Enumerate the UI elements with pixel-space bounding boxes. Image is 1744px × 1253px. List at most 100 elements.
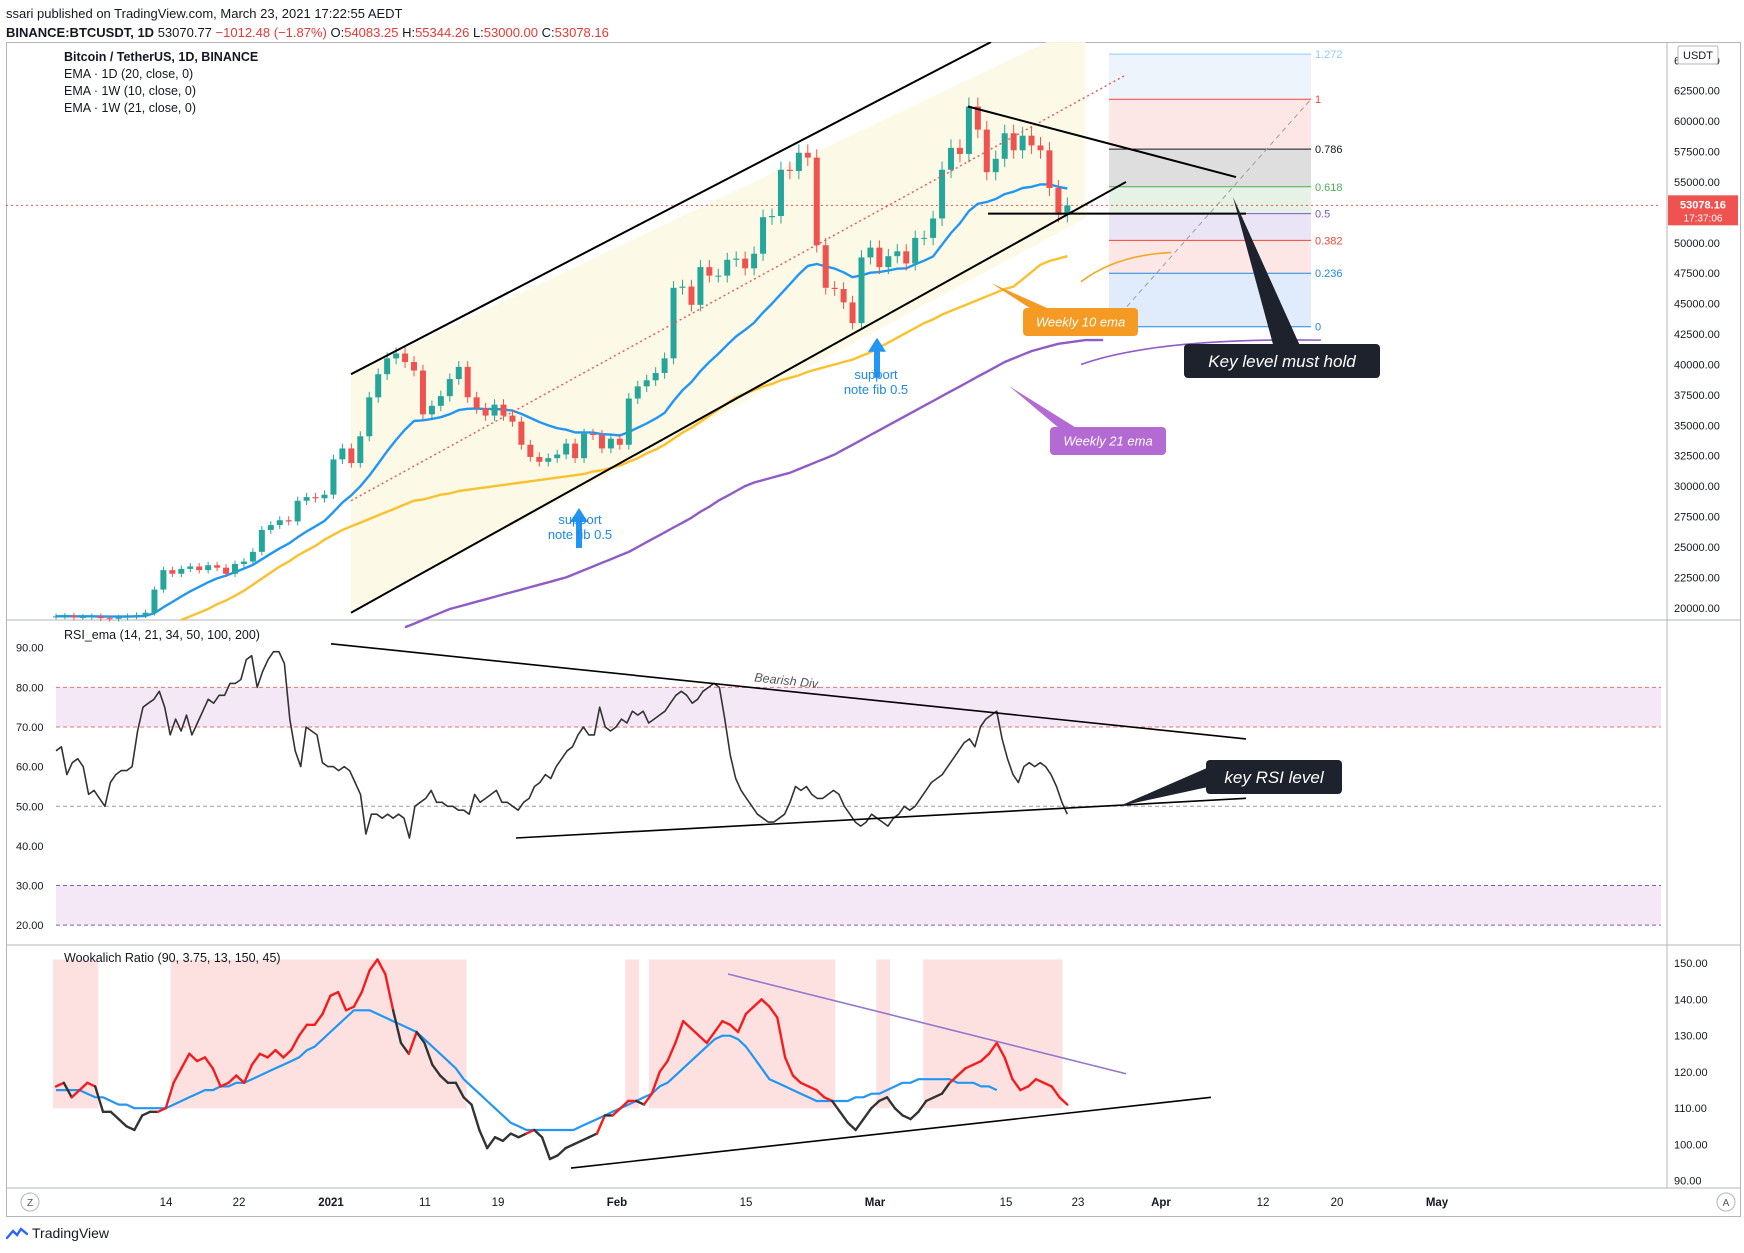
auto-scale-button-label: A: [1723, 1198, 1730, 1209]
time-tick-label: Apr: [1151, 1197, 1171, 1209]
rsi-tick-label: 60.00: [16, 762, 44, 774]
symbol[interactable]: BINANCE:BTCUSDT, 1D: [6, 25, 155, 40]
candle-body: [948, 147, 954, 170]
candle-body: [169, 570, 176, 574]
wook-ratio-segment: [431, 1063, 442, 1077]
key-rsi-callout-box: [1206, 760, 1342, 794]
time-tick-label: 14: [160, 1197, 173, 1209]
wook-ratio-segment: [548, 1154, 559, 1161]
open-value: 54083.25: [344, 25, 399, 40]
wook-ratio-segment: [564, 1143, 575, 1150]
weekly-10-callout-text: Weekly 10 ema: [1036, 315, 1125, 330]
wookalich-pane[interactable]: 90.00 100.00 110.00 120.00 130.00 140.00 150.0…: [53, 958, 1708, 1188]
wook-ratio-segment: [219, 1081, 230, 1088]
wook-ratio-segment: [258, 1052, 269, 1059]
wook-ratio-segment: [744, 1005, 755, 1016]
wook-pane-title: Wookalich Ratio (90, 3.75, 13, 150, 45): [64, 951, 281, 965]
fib-trend-line: [1108, 98, 1312, 328]
rsi-oversold-band: [56, 885, 1661, 926]
candle-body: [858, 257, 865, 324]
price-tick-label: 47500.00: [1674, 268, 1720, 280]
c-label: C:: [541, 25, 555, 40]
candle-body: [706, 267, 713, 276]
wook-ratio-segment: [1011, 1077, 1022, 1092]
fib-band: [1109, 186, 1311, 214]
wook-tick-label: 130.00: [1674, 1031, 1708, 1043]
wook-ratio-segment: [540, 1136, 552, 1161]
candle-body: [509, 415, 516, 422]
wook-ratio-segment: [964, 1063, 975, 1070]
wook-resistance-line: [727, 973, 1127, 1075]
fib-level-label: 0: [1315, 322, 1321, 334]
currency-badge[interactable]: [1677, 45, 1719, 65]
time-axis[interactable]: 14 22 2021 11 19 Feb 15 Mar 15 23 Apr 12 20 May Z A: [20, 1192, 1736, 1212]
candle-body: [939, 169, 946, 219]
wook-ratio-segment: [211, 1067, 222, 1088]
candle-body: [921, 237, 928, 239]
candle-body: [885, 256, 892, 268]
wook-ratio-segment: [141, 1110, 152, 1117]
candle-body: [348, 448, 355, 464]
candle-body: [500, 404, 507, 416]
candle-body: [124, 616, 131, 618]
candle-body: [393, 353, 400, 359]
chart-area[interactable]: 1.272 1 0.786 0.618 0.5 0.382 0.236 0 20000.00 22…: [6, 42, 1741, 1217]
wook-ratio-segment: [117, 1117, 128, 1128]
candle-body: [70, 615, 77, 618]
candle-body: [339, 448, 346, 460]
support-arrow-1-icon: [570, 508, 588, 549]
candle-body: [751, 253, 758, 269]
chart-svg[interactable]: 1.272 1 0.786 0.618 0.5 0.382 0.236 0 20000.00 22…: [6, 42, 1741, 1217]
key-rsi-callout-pointer: [1119, 764, 1231, 807]
candle-body: [303, 497, 310, 501]
wook-ratio-segment: [987, 1041, 998, 1056]
wook-ratio-segment: [932, 1092, 944, 1099]
wook-ratio-segment: [917, 1099, 928, 1114]
fib-level-label: 0.236: [1315, 268, 1343, 280]
wook-ratio-segment: [846, 1121, 857, 1132]
wook-ratio-segment: [807, 1085, 818, 1092]
candle-body: [160, 570, 167, 590]
candle-body: [1037, 145, 1044, 151]
fib-level-label: 0.5: [1315, 209, 1330, 221]
candle-body: [992, 158, 999, 173]
wook-ratio-segment: [360, 969, 371, 994]
wook-ratio-segment: [235, 1074, 246, 1085]
rsi-pane[interactable]: 20.00 30.00 40.00 50.00 60.00 70.00 80.00 90.00: [16, 643, 1661, 932]
key-level-callout-pointer: [1233, 197, 1301, 348]
wook-ratio-segment: [674, 1019, 685, 1045]
wook-ratio-segment: [556, 1146, 567, 1157]
wook-ratio-segment: [776, 1016, 787, 1059]
fib-level-label: 0.786: [1315, 144, 1343, 156]
candle-body: [446, 379, 453, 397]
price-tick-label: 20000.00: [1674, 603, 1720, 615]
wook-ratio-segment: [642, 1092, 654, 1106]
candle-body: [822, 245, 829, 288]
wook-ratio-segment: [391, 1009, 403, 1045]
wook-highlight: [170, 959, 467, 1109]
wook-ratio-segment: [1026, 1077, 1038, 1088]
candle-body: [1028, 135, 1035, 146]
zoom-button-left: [20, 1192, 40, 1212]
wook-ratio-segment: [681, 1019, 693, 1030]
price-tick-label: 22500.00: [1674, 572, 1720, 584]
wook-tick-label: 100.00: [1674, 1139, 1708, 1151]
candle-body: [733, 258, 740, 260]
candle-body: [831, 287, 838, 290]
candle-body: [214, 565, 221, 568]
candle-body: [760, 217, 767, 254]
wook-ratio-segment: [501, 1132, 512, 1143]
candle-body: [196, 566, 203, 571]
candle-body: [527, 444, 534, 457]
price-tick-label: 30000.00: [1674, 481, 1720, 493]
wook-ratio-segment: [485, 1136, 497, 1150]
candle-body: [223, 567, 230, 574]
wook-ratio-segment: [713, 1019, 724, 1034]
wook-ratio-segment: [509, 1132, 520, 1139]
price-pane[interactable]: 1.272 1 0.786 0.618 0.5 0.382 0.236 0 20000.00 22…: [6, 42, 1738, 629]
time-tick-label: 15: [1000, 1197, 1013, 1209]
change: −1012.48 (−1.87%): [215, 25, 327, 40]
last-price-value: 53078.16: [1680, 199, 1726, 211]
wook-ratio-segment: [203, 1056, 214, 1070]
